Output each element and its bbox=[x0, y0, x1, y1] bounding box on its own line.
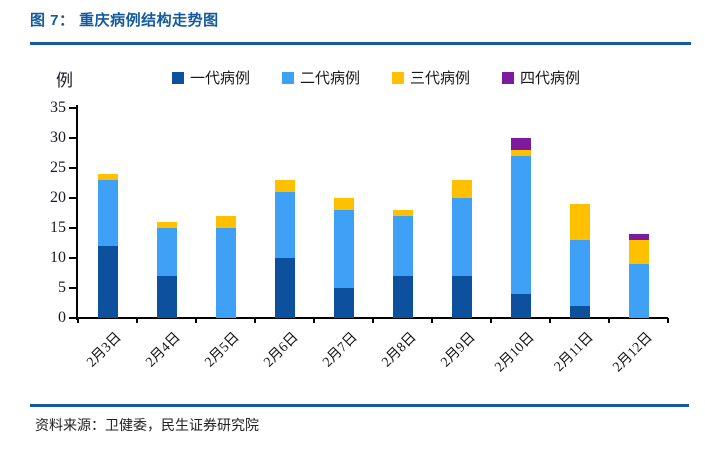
x-axis-category-label: 2月4日 bbox=[142, 330, 184, 371]
x-axis-category-label: 2月5日 bbox=[201, 330, 243, 371]
legend-label: 三代病例 bbox=[410, 70, 471, 87]
stacked-bar bbox=[156, 222, 177, 318]
y-axis-tick bbox=[69, 197, 76, 199]
source-note: 资料来源：卫健委，民生证券研究院 bbox=[35, 417, 259, 433]
bar-segment bbox=[97, 180, 118, 246]
y-axis-tick bbox=[69, 137, 76, 139]
y-axis-unit-label: 例 bbox=[56, 71, 73, 90]
stacked-bar bbox=[628, 234, 649, 318]
x-axis-tick bbox=[431, 318, 433, 323]
bar-segment bbox=[451, 180, 472, 198]
x-axis-tick bbox=[195, 318, 197, 323]
bar-segment bbox=[628, 264, 649, 318]
bar-segment bbox=[156, 228, 177, 276]
legend-item: 一代病例 bbox=[172, 67, 250, 88]
y-axis-tick-label: 5 bbox=[58, 279, 66, 296]
x-axis-tick bbox=[490, 318, 492, 323]
y-axis-line bbox=[76, 105, 78, 320]
bar-segment bbox=[628, 240, 649, 264]
stacked-bar bbox=[392, 210, 413, 318]
bar-segment bbox=[451, 276, 472, 318]
legend-swatch bbox=[502, 71, 515, 84]
y-axis-tick bbox=[69, 287, 76, 289]
bar-segment bbox=[569, 204, 590, 240]
x-axis-category-label: 2月10日 bbox=[491, 330, 538, 376]
bar-segment bbox=[510, 150, 531, 156]
legend-item: 三代病例 bbox=[392, 67, 470, 88]
y-axis-tick bbox=[69, 107, 76, 109]
x-axis-category-label: 2月6日 bbox=[260, 330, 302, 371]
x-axis-category-label: 2月9日 bbox=[437, 330, 479, 371]
bar-segment bbox=[274, 180, 295, 192]
bar-segment bbox=[333, 198, 354, 210]
bar-segment bbox=[510, 156, 531, 294]
stacked-bar bbox=[451, 180, 472, 318]
bar-segment bbox=[156, 222, 177, 228]
stacked-bar bbox=[510, 138, 531, 318]
legend-swatch bbox=[392, 71, 405, 84]
bar-segment bbox=[274, 192, 295, 258]
bar-segment bbox=[510, 138, 531, 150]
y-axis-tick bbox=[69, 227, 76, 229]
header-divider bbox=[30, 42, 691, 45]
x-axis-tick bbox=[136, 318, 138, 323]
x-axis-category-label: 2月8日 bbox=[378, 330, 420, 371]
y-axis-tick bbox=[69, 257, 76, 259]
y-axis-tick-label: 10 bbox=[50, 249, 66, 266]
x-axis-tick bbox=[667, 318, 669, 323]
bar-segment bbox=[510, 294, 531, 318]
stacked-bar bbox=[569, 204, 590, 318]
legend-label: 一代病例 bbox=[190, 70, 251, 87]
y-axis-tick-label: 15 bbox=[50, 219, 66, 236]
bar-segment bbox=[569, 240, 590, 306]
legend-label: 四代病例 bbox=[520, 70, 581, 87]
bar-segment bbox=[392, 276, 413, 318]
legend-item: 四代病例 bbox=[502, 67, 580, 88]
y-axis-tick-label: 20 bbox=[50, 189, 66, 206]
bar-segment bbox=[392, 210, 413, 216]
stacked-bar bbox=[97, 174, 118, 318]
x-axis-tick bbox=[77, 318, 79, 323]
y-axis-tick bbox=[69, 167, 76, 169]
stacked-bar bbox=[274, 180, 295, 318]
y-axis-tick-label: 0 bbox=[58, 309, 66, 326]
legend-swatch bbox=[282, 71, 295, 84]
bar-segment bbox=[97, 246, 118, 318]
x-axis-tick bbox=[254, 318, 256, 323]
bar-segment bbox=[215, 228, 236, 318]
x-axis-category-label: 2月11日 bbox=[551, 330, 597, 375]
bar-segment bbox=[392, 216, 413, 276]
x-axis-tick bbox=[313, 318, 315, 323]
y-axis-tick bbox=[69, 317, 76, 319]
chart-legend: 一代病例 二代病例 三代病例 四代病例 bbox=[172, 67, 580, 88]
y-axis-tick-label: 35 bbox=[50, 99, 66, 116]
bar-segment bbox=[569, 306, 590, 318]
x-axis-tick bbox=[608, 318, 610, 323]
x-axis-category-label: 2月7日 bbox=[319, 330, 361, 371]
bar-segment bbox=[215, 216, 236, 228]
y-axis-tick-label: 25 bbox=[50, 159, 66, 176]
bar-segment bbox=[97, 174, 118, 180]
stacked-bar bbox=[333, 198, 354, 318]
bar-segment bbox=[274, 258, 295, 318]
x-axis-tick bbox=[549, 318, 551, 323]
x-axis-category-label: 2月12日 bbox=[609, 330, 656, 376]
footer-divider bbox=[30, 404, 689, 407]
bar-segment bbox=[451, 198, 472, 276]
figure-title: 图 7： 重庆病例结构走势图 bbox=[30, 12, 219, 29]
x-axis-tick bbox=[372, 318, 374, 323]
x-axis-category-label: 2月3日 bbox=[83, 330, 125, 371]
bar-segment bbox=[333, 210, 354, 288]
bar-segment bbox=[628, 234, 649, 240]
legend-swatch bbox=[172, 71, 184, 84]
legend-item: 二代病例 bbox=[282, 67, 360, 88]
bar-segment bbox=[333, 288, 354, 318]
bar-segment bbox=[156, 276, 177, 318]
stacked-bar bbox=[215, 216, 236, 318]
y-axis-tick-label: 30 bbox=[50, 129, 66, 146]
legend-label: 二代病例 bbox=[300, 70, 361, 87]
